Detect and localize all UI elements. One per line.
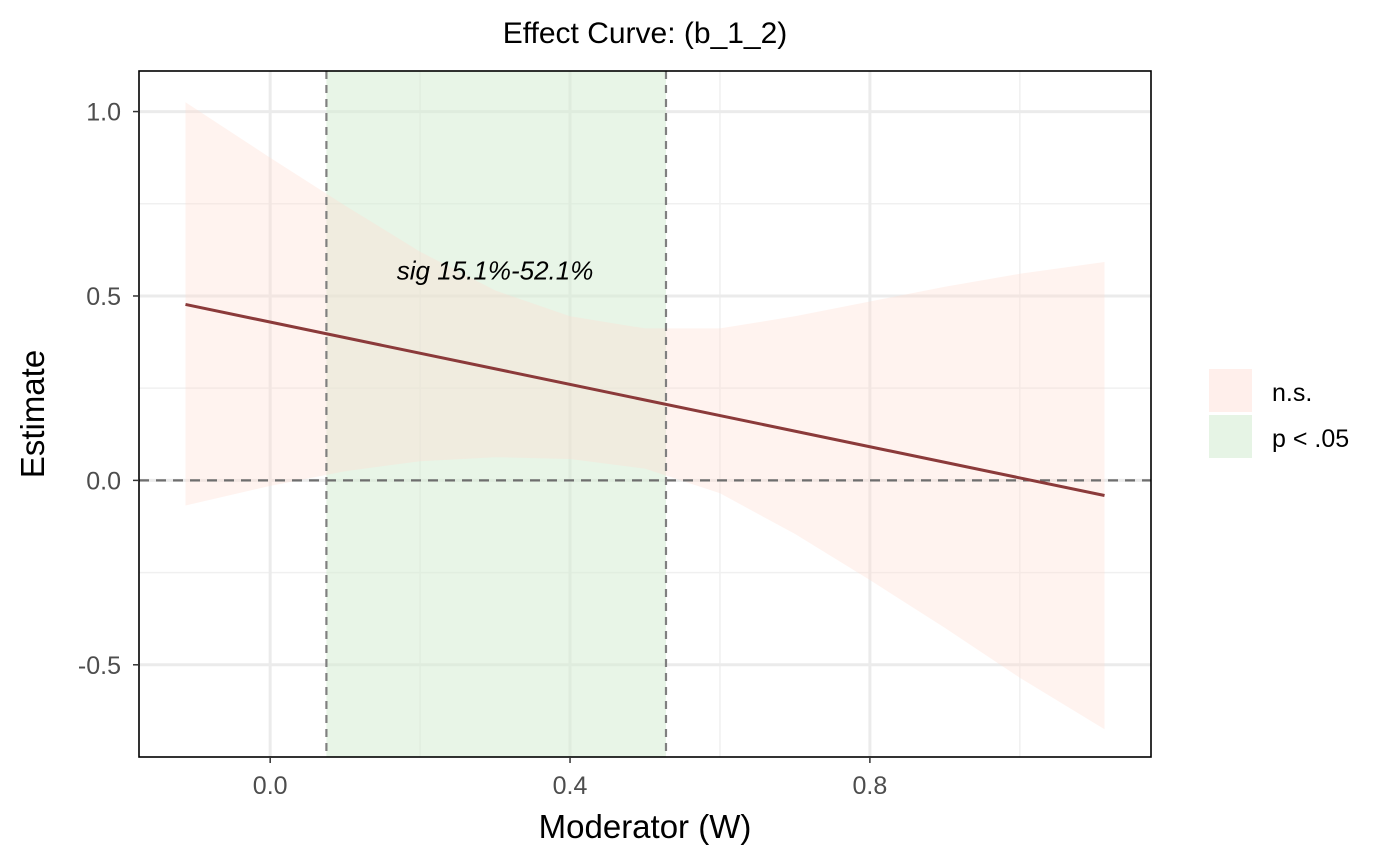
x-axis-title: Moderator (W) <box>539 808 752 845</box>
y-axis-title: Estimate <box>14 350 51 478</box>
legend-key-sig <box>1209 415 1252 458</box>
y-tick-label: 1.0 <box>86 99 121 127</box>
legend-label-ns: n.s. <box>1272 379 1312 407</box>
y-axis-ticks: -0.5 0.0 0.5 1.0 <box>78 99 139 680</box>
y-tick-label: 0.5 <box>86 283 121 311</box>
legend: n.s. p < .05 <box>1209 369 1349 458</box>
chart-title: Effect Curve: (b_1_2) <box>503 17 788 50</box>
legend-key-ns <box>1209 369 1252 412</box>
significance-annotation: sig 15.1%-52.1% <box>397 255 594 285</box>
y-tick-label: 0.0 <box>86 467 121 495</box>
x-tick-label: 0.4 <box>553 772 588 800</box>
x-axis-ticks: 0.0 0.4 0.8 <box>253 757 887 800</box>
plot-border <box>138 70 1152 758</box>
x-tick-label: 0.0 <box>253 772 288 800</box>
confidence-band <box>185 102 1105 730</box>
y-tick-label: -0.5 <box>78 652 121 680</box>
estimate-line <box>185 302 1105 497</box>
legend-label-sig: p < .05 <box>1272 425 1349 453</box>
significance-region <box>326 71 666 757</box>
x-tick-label: 0.8 <box>853 772 888 800</box>
